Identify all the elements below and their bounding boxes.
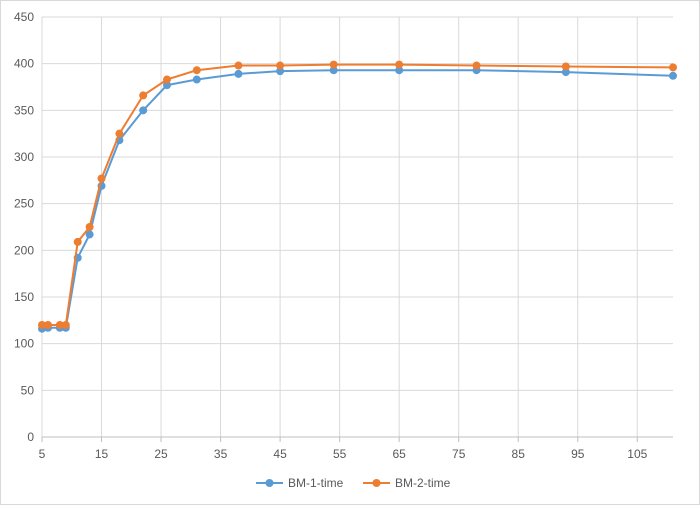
legend-label: BM-1-time: [288, 476, 344, 490]
series-2-point: [97, 174, 106, 183]
series-1-point: [669, 71, 677, 80]
series-2-point: [192, 66, 201, 75]
legend-label: BM-2-time: [395, 476, 451, 490]
series-2-point: [329, 60, 338, 69]
y-tick-label: 250: [14, 197, 34, 211]
series-2-point: [73, 237, 82, 246]
y-tick-label: 0: [27, 430, 34, 444]
series-2-point: [38, 321, 46, 329]
series-1-point: [139, 106, 148, 115]
series-1-point: [163, 81, 172, 90]
series-2-point: [139, 91, 148, 100]
series-1-point: [192, 75, 201, 84]
y-tick-label: 150: [14, 290, 34, 304]
y-tick-label: 300: [14, 150, 34, 164]
x-tick-label: 5: [39, 447, 46, 461]
axes: [41, 436, 673, 442]
series-1-line: [41, 69, 674, 330]
series-2-point: [276, 61, 285, 70]
series-2-point: [115, 129, 124, 138]
plot-series: [38, 60, 677, 333]
legend-marker-swatch: [265, 479, 274, 487]
series-2-point: [43, 321, 52, 329]
y-tick-label: 200: [14, 243, 34, 257]
y-tick-label: 50: [21, 383, 35, 397]
legend-marker-swatch: [372, 479, 381, 487]
legend-item-1: BM-1-time: [256, 476, 344, 490]
x-tick-label: 25: [154, 447, 168, 461]
series-2-point: [395, 60, 404, 69]
series-2-point: [61, 321, 70, 329]
x-tick-label: 105: [627, 447, 647, 461]
x-tick-label: 45: [273, 447, 287, 461]
series-2-point: [85, 223, 94, 231]
x-tick-label: 85: [512, 447, 526, 461]
legend: BM-1-time BM-2-time: [256, 476, 451, 490]
series-1-point: [234, 69, 243, 78]
series-2-point: [234, 61, 243, 70]
series-2-line: [42, 63, 674, 326]
x-tick-label: 65: [392, 447, 406, 461]
x-tick-label: 95: [571, 447, 585, 461]
x-axis-tick-labels: 5 15 25 35 45 55 65 75 85 95 105: [39, 447, 648, 461]
series-2-point: [163, 75, 172, 84]
series-1-point: [329, 66, 338, 75]
series-1-point: [395, 66, 404, 75]
x-tick-label: 15: [95, 447, 109, 461]
y-tick-label: 450: [14, 10, 34, 24]
x-tick-label: 35: [214, 447, 228, 461]
series-2-point: [472, 61, 481, 70]
series-1-point: [561, 68, 570, 77]
y-tick-label: 350: [14, 103, 34, 117]
legend-item-2: BM-2-time: [363, 476, 451, 490]
gridlines: [41, 16, 673, 437]
series-2-point: [55, 321, 64, 329]
x-tick-label: 55: [333, 447, 347, 461]
series-1-point: [85, 230, 94, 239]
y-tick-label: 400: [14, 57, 34, 71]
series-2-point: [669, 63, 677, 72]
series-1-point: [276, 67, 285, 76]
x-tick-label: 75: [452, 447, 466, 461]
y-tick-label: 100: [14, 337, 34, 351]
series-2-point: [561, 62, 570, 71]
y-axis-tick-labels: 0 50 100 150 200 250 300 350 400 450: [14, 10, 34, 444]
